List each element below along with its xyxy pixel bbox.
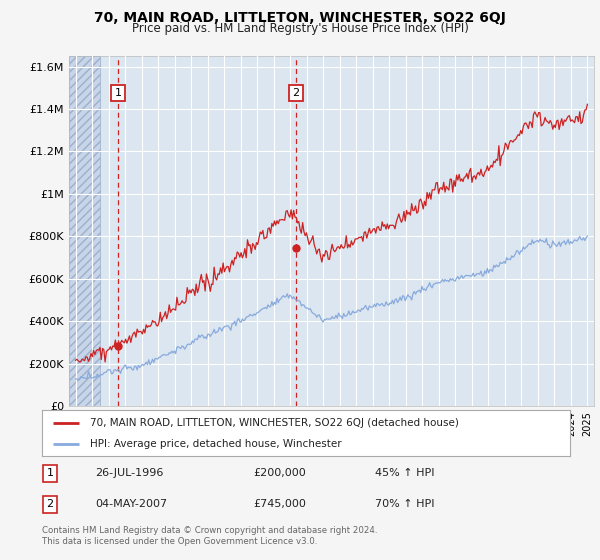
Text: £200,000: £200,000 bbox=[253, 468, 306, 478]
Text: Price paid vs. HM Land Registry's House Price Index (HPI): Price paid vs. HM Land Registry's House … bbox=[131, 22, 469, 35]
Text: 1: 1 bbox=[46, 468, 53, 478]
Text: HPI: Average price, detached house, Winchester: HPI: Average price, detached house, Winc… bbox=[89, 439, 341, 449]
Text: 45% ↑ HPI: 45% ↑ HPI bbox=[374, 468, 434, 478]
Text: 70% ↑ HPI: 70% ↑ HPI bbox=[374, 500, 434, 509]
Text: 1: 1 bbox=[115, 88, 122, 98]
Text: 70, MAIN ROAD, LITTLETON, WINCHESTER, SO22 6QJ (detached house): 70, MAIN ROAD, LITTLETON, WINCHESTER, SO… bbox=[89, 418, 458, 428]
Text: 04-MAY-2007: 04-MAY-2007 bbox=[95, 500, 167, 509]
Text: £745,000: £745,000 bbox=[253, 500, 306, 509]
Text: 26-JUL-1996: 26-JUL-1996 bbox=[95, 468, 163, 478]
Text: 70, MAIN ROAD, LITTLETON, WINCHESTER, SO22 6QJ: 70, MAIN ROAD, LITTLETON, WINCHESTER, SO… bbox=[94, 11, 506, 25]
Text: 2: 2 bbox=[46, 500, 53, 509]
Text: 2: 2 bbox=[292, 88, 299, 98]
Bar bbox=[69, 56, 100, 406]
Text: Contains HM Land Registry data © Crown copyright and database right 2024.
This d: Contains HM Land Registry data © Crown c… bbox=[42, 526, 377, 546]
